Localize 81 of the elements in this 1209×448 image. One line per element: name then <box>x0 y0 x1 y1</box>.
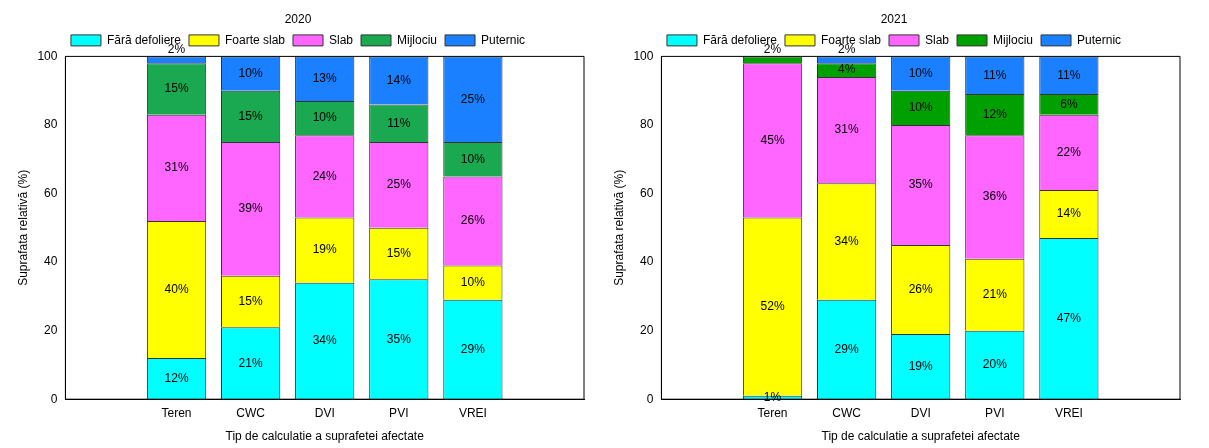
legend-label: Foarte slab <box>224 32 286 47</box>
data-label: 4% <box>837 62 856 77</box>
data-label: 1% <box>763 389 782 404</box>
chart-title: 2021 <box>880 11 908 26</box>
data-label: 25% <box>460 91 486 106</box>
y-tick-label: 20 <box>640 322 654 337</box>
y-tick-label: 20 <box>44 322 58 337</box>
data-label: 35% <box>386 331 412 346</box>
data-label: 11% <box>387 115 411 130</box>
legend-label: Puternic <box>1077 32 1122 47</box>
x-tick-label: DVI <box>910 405 931 420</box>
y-tick-label: 80 <box>44 117 58 132</box>
data-label: 45% <box>760 132 785 147</box>
y-tick-label: 40 <box>44 254 58 269</box>
y-axis-title: Suprafata relativă (%) <box>611 169 626 286</box>
x-axis-title: Tip de calculatie a suprafetei afectate <box>225 429 425 444</box>
data-label: 22% <box>1056 144 1082 159</box>
legend-label: Mijlociu <box>993 32 1034 47</box>
y-tick-label: 60 <box>44 185 58 200</box>
x-tick-label: Teren <box>161 405 192 420</box>
x-tick-label: VREI <box>1054 405 1083 420</box>
data-label: 15% <box>386 245 412 260</box>
y-tick-label: 100 <box>633 48 654 63</box>
data-label: 29% <box>460 341 486 356</box>
y-tick-label: 0 <box>646 391 654 406</box>
data-label: 40% <box>164 281 189 296</box>
x-tick-label: CWC <box>832 405 862 420</box>
data-label: 31% <box>834 122 859 137</box>
chart-title: 2020 <box>284 11 312 26</box>
data-label: 12% <box>164 370 189 385</box>
data-label: 10% <box>460 151 486 166</box>
data-label: 13% <box>312 70 338 85</box>
x-tick-label: Teren <box>757 405 788 420</box>
data-label: 10% <box>908 100 934 115</box>
legend-label: Puternic <box>481 32 526 47</box>
data-label: 34% <box>834 233 859 248</box>
legend-label: Slab <box>329 32 354 47</box>
data-label: 31% <box>164 160 189 175</box>
data-label: 39% <box>238 201 263 216</box>
data-label: 36% <box>982 189 1008 204</box>
data-label: 10% <box>238 65 263 80</box>
data-label: 29% <box>834 341 859 356</box>
data-label: 11% <box>983 67 1007 82</box>
data-label: 21% <box>238 355 263 370</box>
data-label: 15% <box>164 81 189 96</box>
y-tick-label: 0 <box>50 391 58 406</box>
data-label: 47% <box>1056 310 1082 325</box>
data-label: 14% <box>1056 206 1082 221</box>
data-label: 35% <box>908 177 934 192</box>
data-label: 10% <box>908 65 934 80</box>
data-label: 21% <box>982 286 1008 301</box>
data-label: 15% <box>238 293 263 308</box>
x-tick-label: PVI <box>389 405 409 420</box>
x-tick-label: VREI <box>458 405 487 420</box>
y-tick-label: 40 <box>640 254 654 269</box>
data-label: 6% <box>1060 96 1078 111</box>
y-tick-label: 60 <box>640 185 654 200</box>
data-label: 19% <box>908 358 934 373</box>
data-label: 15% <box>238 108 263 123</box>
data-label: 14% <box>386 72 412 87</box>
x-axis-title: Tip de calculatie a suprafetei afectate <box>821 429 1021 444</box>
data-label: 12% <box>982 106 1008 121</box>
data-label: 20% <box>982 357 1008 372</box>
y-tick-label: 100 <box>37 48 58 63</box>
data-label: 25% <box>386 177 412 192</box>
data-label: 24% <box>312 168 338 183</box>
legend-label: Mijlociu <box>397 32 438 47</box>
data-label: 26% <box>908 281 934 296</box>
y-axis-title: Suprafata relativă (%) <box>15 169 30 286</box>
data-label: 52% <box>760 298 785 313</box>
x-tick-label: PVI <box>985 405 1005 420</box>
data-label: 10% <box>460 274 486 289</box>
data-label: 19% <box>312 242 338 257</box>
x-tick-label: CWC <box>236 405 266 420</box>
legend-label: Slab <box>925 32 950 47</box>
y-tick-label: 80 <box>640 117 654 132</box>
data-label: 34% <box>312 333 338 348</box>
data-label: 10% <box>312 110 338 125</box>
x-tick-label: DVI <box>314 405 335 420</box>
data-label: 26% <box>460 213 486 228</box>
data-label: 11% <box>1057 67 1081 82</box>
